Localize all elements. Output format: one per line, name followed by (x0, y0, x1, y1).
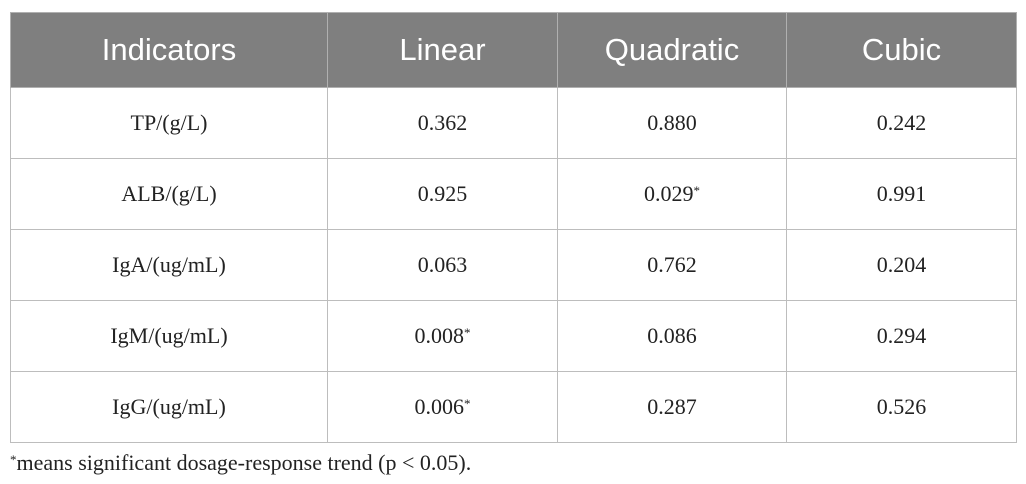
cell-text: 0.991 (876, 181, 927, 206)
header-row: Indicators Linear Quadratic Cubic (10, 12, 1017, 88)
table-row: IgG/(ug/mL) 0.006* 0.287 0.526 (10, 371, 1017, 443)
column-header: Indicators (10, 12, 328, 88)
cell-text: TP/(g/L) (130, 110, 208, 135)
cell-text: 0.762 (647, 252, 697, 277)
cell: 0.008* (327, 300, 558, 372)
cell: 0.762 (557, 229, 787, 301)
table-row: TP/(g/L) 0.362 0.880 0.242 (10, 87, 1017, 159)
cell: 0.063 (327, 229, 558, 301)
row-label: TP/(g/L) (10, 87, 328, 159)
cell-text: 0.029 (644, 181, 694, 206)
footnote-marker: * (10, 452, 17, 467)
cell: 0.925 (327, 158, 558, 230)
footnote: *means significant dosage-response trend… (10, 450, 471, 476)
table-body: TP/(g/L) 0.362 0.880 0.242 ALB/(g/L) 0.925 0.0… (10, 87, 1017, 443)
row-label: IgG/(ug/mL) (10, 371, 328, 443)
cell-text: 0.204 (876, 252, 927, 277)
significance-marker: * (464, 325, 471, 340)
row-label: IgM/(ug/mL) (10, 300, 328, 372)
cell-text: 0.287 (647, 394, 697, 419)
cell-text: 0.006 (414, 394, 465, 419)
cell: 0.526 (786, 371, 1017, 443)
cell-text: 0.294 (876, 323, 927, 348)
column-header: Linear (327, 12, 558, 88)
cell-text: 0.008 (414, 323, 465, 348)
cell-text: 0.526 (876, 394, 927, 419)
table-row: IgM/(ug/mL) 0.008* 0.086 0.294 (10, 300, 1017, 372)
cell-text: IgA/(ug/mL) (112, 252, 226, 277)
column-header: Cubic (786, 12, 1017, 88)
cell: 0.029* (557, 158, 787, 230)
cell: 0.204 (786, 229, 1017, 301)
cell-text: 0.880 (647, 110, 697, 135)
row-label: IgA/(ug/mL) (10, 229, 328, 301)
cell-text: 0.063 (417, 252, 468, 277)
cell: 0.242 (786, 87, 1017, 159)
table-row: ALB/(g/L) 0.925 0.029* 0.991 (10, 158, 1017, 230)
cell: 0.294 (786, 300, 1017, 372)
cell-text: 0.925 (417, 181, 468, 206)
cell: 0.362 (327, 87, 558, 159)
cell-text: IgG/(ug/mL) (112, 394, 226, 419)
cell: 0.991 (786, 158, 1017, 230)
significance-marker: * (693, 183, 701, 198)
cell-text: IgM/(ug/mL) (110, 323, 228, 348)
cell-text: 0.362 (417, 110, 468, 135)
cell: 0.287 (557, 371, 787, 443)
table-row: IgA/(ug/mL) 0.063 0.762 0.204 (10, 229, 1017, 301)
data-table: Indicators Linear Quadratic Cubic TP/(g/L) 0… (10, 12, 1017, 443)
cell: 0.880 (557, 87, 787, 159)
significance-marker: * (464, 396, 471, 411)
cell-text: 0.086 (647, 323, 697, 348)
cell-text: ALB/(g/L) (121, 181, 217, 206)
footnote-text: means significant dosage-response trend … (16, 450, 472, 475)
row-label: ALB/(g/L) (10, 158, 328, 230)
cell: 0.006* (327, 371, 558, 443)
cell: 0.086 (557, 300, 787, 372)
cell-text: 0.242 (876, 110, 927, 135)
column-header: Quadratic (557, 12, 787, 88)
